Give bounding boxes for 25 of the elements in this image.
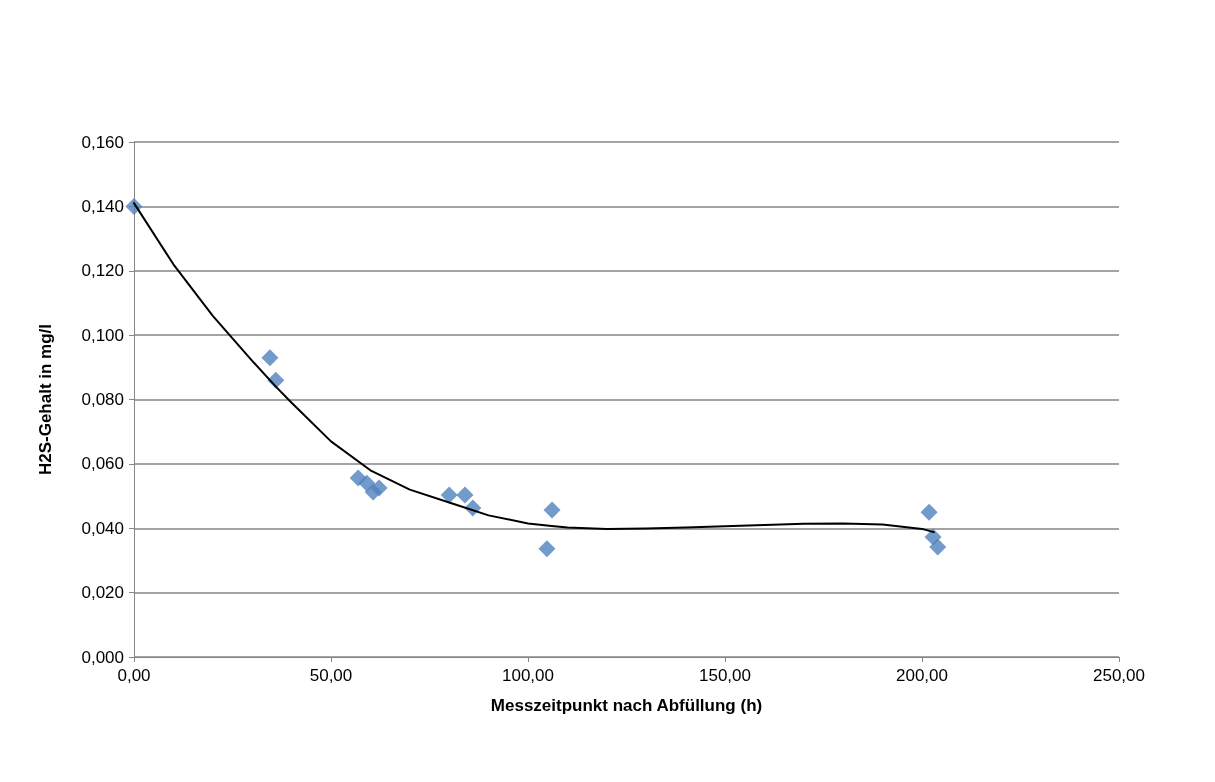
y-tick-label: 0,060 — [81, 454, 124, 474]
y-tick-label: 0,080 — [81, 390, 124, 409]
point — [543, 501, 561, 519]
x-tick-label: 250,00 — [1093, 666, 1145, 685]
point — [456, 486, 474, 504]
point — [920, 503, 938, 521]
y-tick-label: 0,160 — [81, 132, 124, 152]
y-tick-label: 0,140 — [81, 196, 124, 216]
x-tick-label: 150,00 — [699, 666, 751, 685]
point — [929, 538, 947, 556]
y-tick-label: 0,040 — [81, 518, 124, 538]
y-tick-label: 0,020 — [81, 583, 124, 603]
point — [538, 540, 556, 558]
y-tick-label: 0,100 — [81, 325, 124, 345]
x-tick-label: 100,00 — [502, 666, 554, 685]
y-tick-label: 0,000 — [81, 647, 124, 667]
point — [261, 349, 279, 367]
x-tick-label: 200,00 — [896, 666, 948, 685]
y-axis-title: H2S-Gehalt in mg/l — [36, 323, 55, 476]
x-axis-title: Messzeitpunkt nach Abfüllung (h) — [490, 696, 763, 715]
point — [370, 479, 388, 497]
x-tick-label: 0,00 — [117, 666, 151, 685]
x-tick-label: 50,00 — [309, 666, 353, 685]
y-tick-label: 0,120 — [81, 261, 124, 281]
point — [440, 486, 458, 504]
